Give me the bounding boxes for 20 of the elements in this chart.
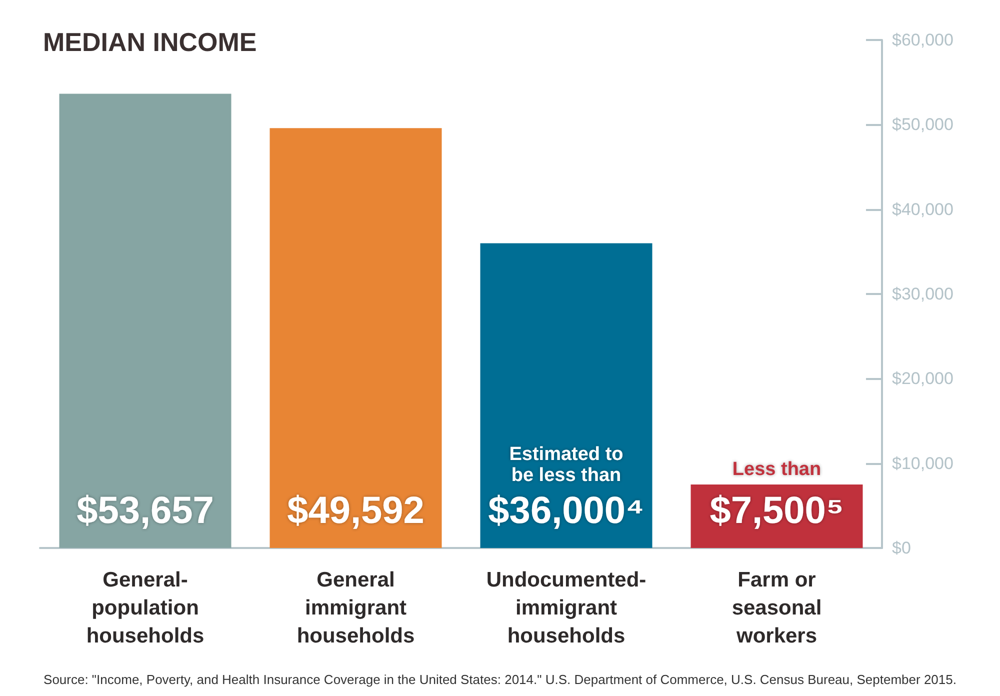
bar: [270, 128, 442, 548]
y-tick-label: $30,000: [892, 284, 954, 304]
data-label: $53,657: [76, 490, 214, 532]
y-tick-label: $0: [892, 538, 911, 558]
y-tick-label: $20,000: [892, 369, 954, 388]
y-tick-label: $10,000: [892, 454, 954, 473]
source-note: Source: "Income, Poverty, and Health Insurance Coverage in the United States: 2014." U.S. Department of Commerce, U.S. Census Bureau, September 2015.: [44, 672, 956, 687]
chart-title: MEDIAN INCOME: [43, 27, 257, 57]
x-tick-label: General immigrant households: [296, 568, 415, 648]
x-tick-label: Farm or seasonal workers: [732, 568, 822, 648]
bar: [59, 94, 232, 548]
data-label: $49,592: [287, 490, 424, 532]
y-tick-label: $40,000: [892, 200, 954, 219]
y-tick-label: $60,000: [892, 30, 954, 50]
x-tick-label: General-population households: [86, 568, 204, 648]
data-label: Estimated to be less than $36,000⁴: [488, 444, 644, 532]
y-tick-label: $50,000: [892, 115, 954, 134]
data-label: Less than $7,500⁵: [710, 459, 844, 532]
x-tick-label: Undocumented-immigrant households: [486, 568, 646, 648]
bar: [480, 243, 652, 548]
